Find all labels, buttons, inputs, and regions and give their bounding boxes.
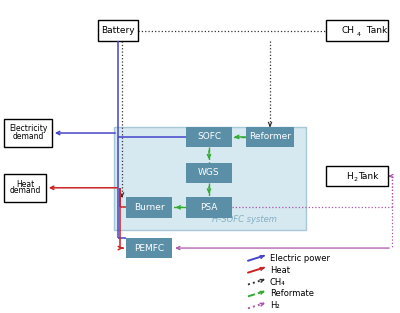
Text: PEMFC: PEMFC xyxy=(134,244,164,253)
FancyBboxPatch shape xyxy=(246,127,294,147)
Text: CH: CH xyxy=(342,26,355,35)
Text: Electric power: Electric power xyxy=(270,254,330,263)
Text: Reformer: Reformer xyxy=(249,132,291,141)
Text: demand: demand xyxy=(9,187,41,195)
Text: Tank: Tank xyxy=(364,26,388,35)
Text: H: H xyxy=(346,172,353,181)
FancyBboxPatch shape xyxy=(186,163,232,183)
Text: Tank: Tank xyxy=(358,172,378,181)
Text: H-SOFC system: H-SOFC system xyxy=(212,215,277,224)
Text: 2: 2 xyxy=(353,177,357,182)
Text: Electricity: Electricity xyxy=(9,124,47,133)
FancyBboxPatch shape xyxy=(186,127,232,147)
FancyBboxPatch shape xyxy=(4,119,52,147)
Text: H₂: H₂ xyxy=(270,301,280,310)
Text: 4: 4 xyxy=(356,32,360,37)
FancyBboxPatch shape xyxy=(114,127,306,230)
Text: demand: demand xyxy=(12,132,44,141)
Text: Burner: Burner xyxy=(134,203,164,212)
FancyBboxPatch shape xyxy=(4,174,46,202)
Text: SOFC: SOFC xyxy=(197,132,221,141)
FancyBboxPatch shape xyxy=(126,238,172,258)
FancyBboxPatch shape xyxy=(326,166,388,186)
FancyBboxPatch shape xyxy=(186,197,232,218)
Text: Reformate: Reformate xyxy=(270,290,314,298)
Text: PSA: PSA xyxy=(200,203,218,212)
FancyBboxPatch shape xyxy=(326,20,388,41)
Text: WGS: WGS xyxy=(198,168,220,177)
Text: Battery: Battery xyxy=(101,26,135,35)
Text: Heat: Heat xyxy=(270,266,290,275)
FancyBboxPatch shape xyxy=(98,20,138,41)
FancyBboxPatch shape xyxy=(126,197,172,218)
Text: Heat: Heat xyxy=(16,180,34,188)
Text: CH₄: CH₄ xyxy=(270,278,286,286)
